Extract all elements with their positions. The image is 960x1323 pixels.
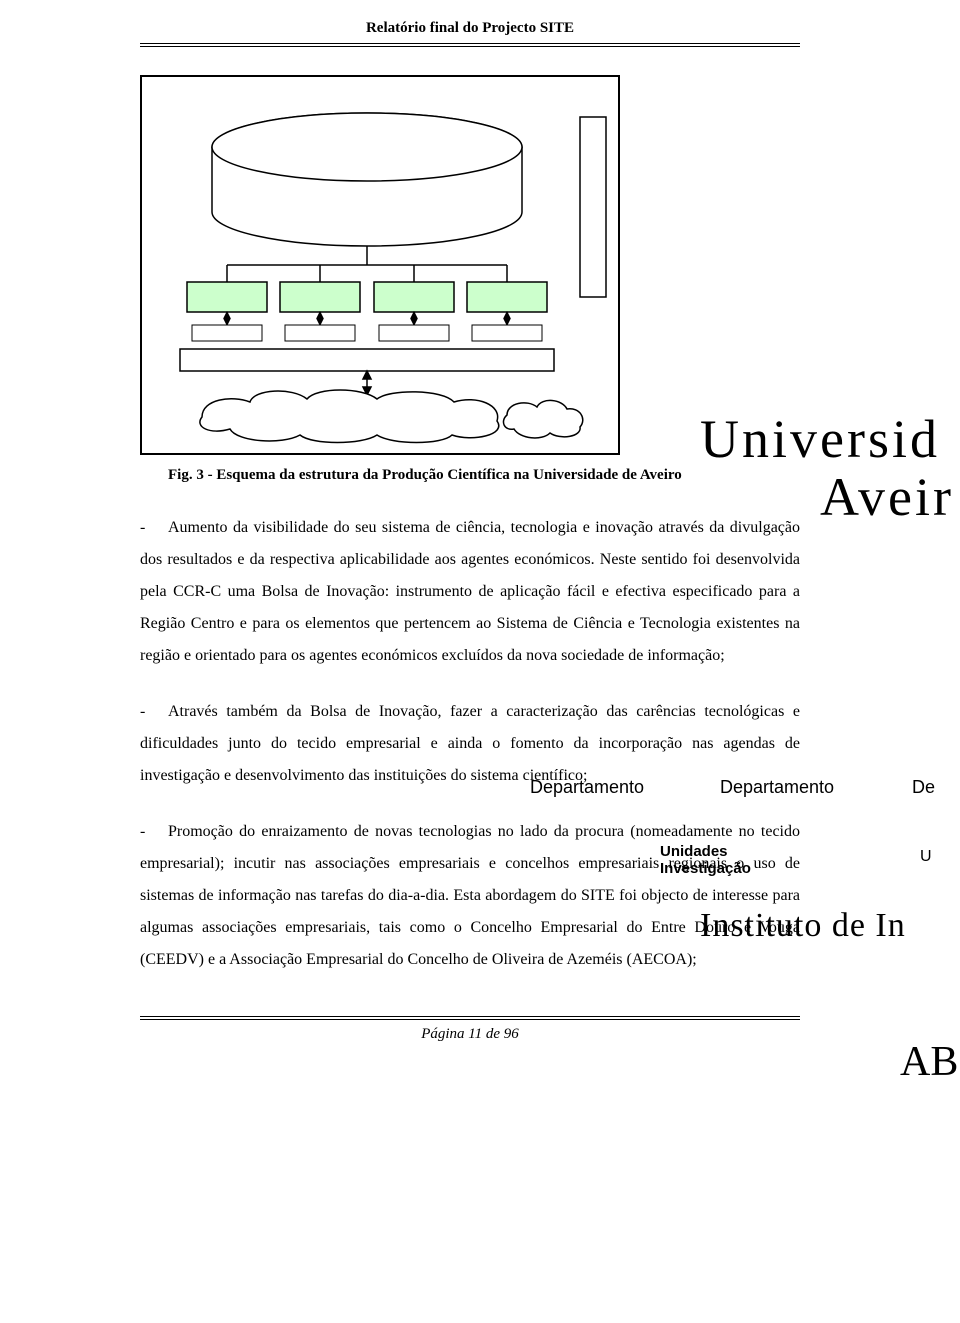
document-page: Relatório final do Projecto SITE xyxy=(0,0,960,1083)
header-rule xyxy=(140,43,800,47)
paragraph-1-text: Aumento da visibilidade do seu sistema d… xyxy=(140,519,800,664)
paragraph-2: -Através também da Bolsa de Inovação, fa… xyxy=(140,696,800,792)
diagram-svg xyxy=(142,77,622,457)
paragraph-3-text: Promoção do enraizamento de novas tecnol… xyxy=(140,823,800,968)
paragraph-1: -Aumento da visibilidade do seu sistema … xyxy=(140,512,800,672)
figure-caption: Fig. 3 - Esquema da estrutura da Produçã… xyxy=(168,467,800,484)
page-header: Relatório final do Projecto SITE xyxy=(140,20,800,43)
paragraph-2-text: Através também da Bolsa de Inovação, faz… xyxy=(140,703,800,784)
paragraph-3: -Promoção do enraizamento de novas tecno… xyxy=(140,816,800,976)
footer-rule xyxy=(140,1016,800,1020)
body-text: -Aumento da visibilidade do seu sistema … xyxy=(140,512,800,976)
figure-diagram xyxy=(140,75,620,455)
page-footer: Página 11 de 96 xyxy=(140,1026,800,1043)
